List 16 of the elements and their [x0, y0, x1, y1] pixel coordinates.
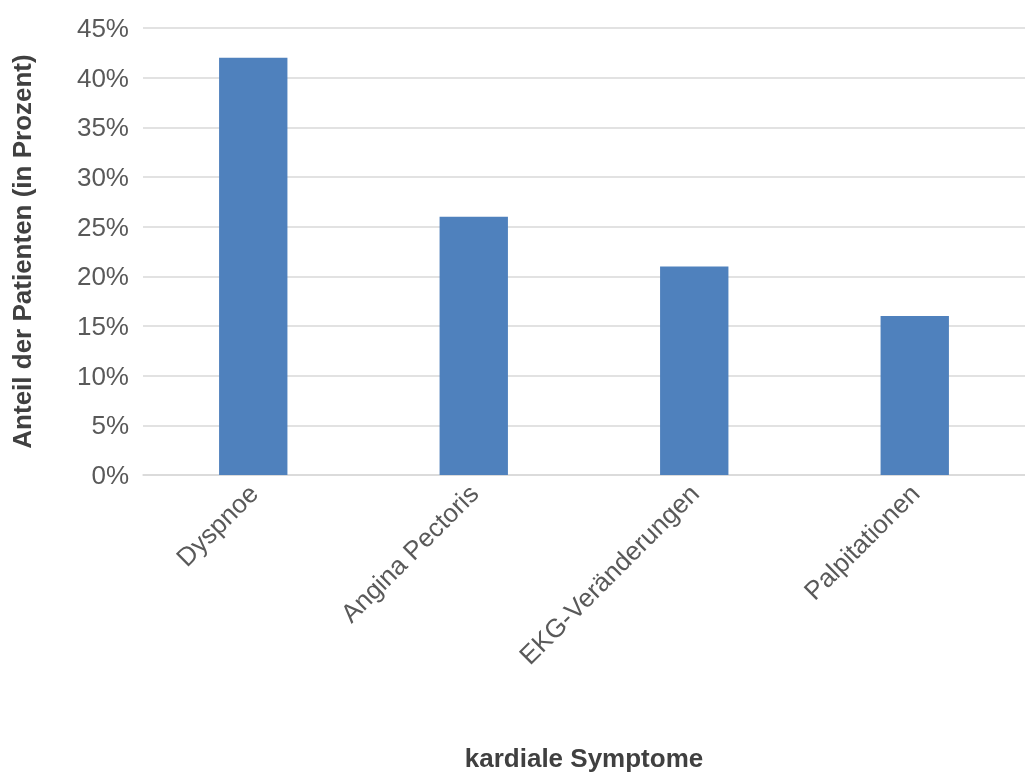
- bar: [439, 216, 508, 475]
- y-tick-label: 25%: [76, 211, 129, 242]
- y-tick-label: 10%: [76, 360, 129, 391]
- y-tick-label: 40%: [76, 62, 129, 93]
- bar: [219, 57, 288, 475]
- y-tick-label: 15%: [76, 311, 129, 341]
- y-tick-label: 0%: [91, 460, 129, 490]
- y-tick-label: 20%: [76, 261, 129, 292]
- y-tick-label: 30%: [76, 162, 129, 192]
- bar: [880, 316, 949, 475]
- y-tick-label: 35%: [76, 112, 129, 143]
- y-tick-label: 5%: [91, 410, 129, 441]
- x-axis-title: kardiale Symptome: [464, 743, 704, 773]
- bar: [660, 266, 729, 475]
- y-axis-title: Anteil der Patienten (in Prozent): [7, 54, 37, 449]
- y-tick-label: 45%: [76, 13, 129, 43]
